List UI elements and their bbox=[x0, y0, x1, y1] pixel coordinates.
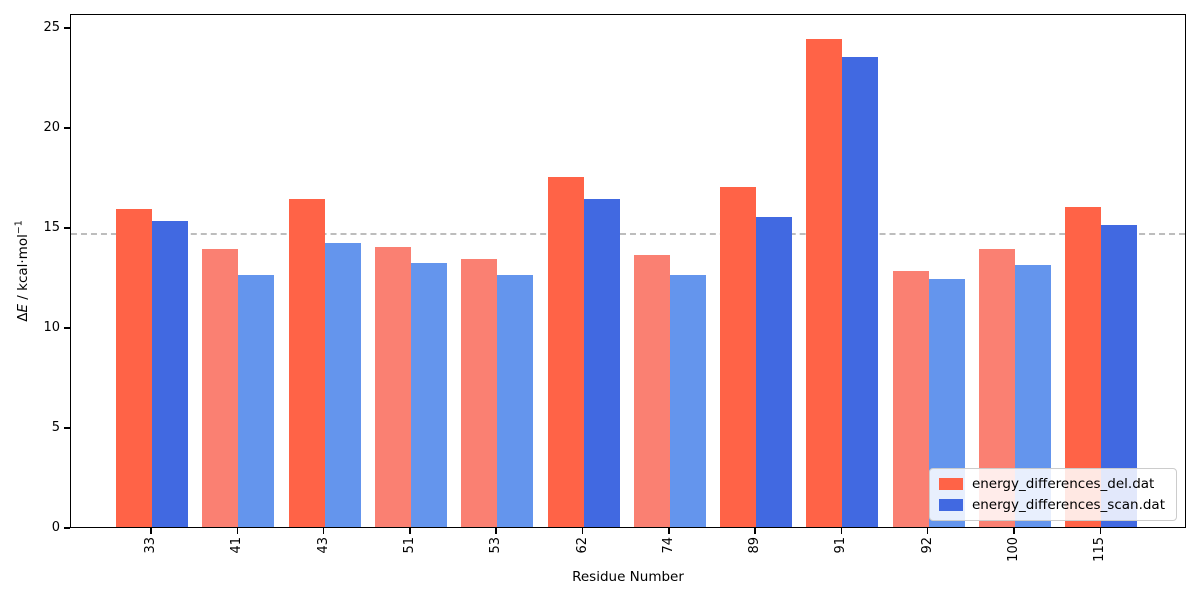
x-tick-mark-51 bbox=[409, 528, 411, 534]
x-tick-label-text-92: 92 bbox=[919, 537, 935, 554]
x-tick-label-text-43: 43 bbox=[315, 537, 331, 554]
bar-scan-91 bbox=[842, 57, 879, 527]
y-tick-mark-20 bbox=[64, 127, 70, 129]
x-tick-mark-62 bbox=[581, 528, 584, 534]
threshold-line bbox=[71, 233, 1185, 235]
y-tick-label-0: 0 bbox=[51, 520, 60, 535]
x-tick-mark-43 bbox=[322, 528, 325, 534]
x-tick-label-text-41: 41 bbox=[229, 537, 245, 554]
bar-del-51 bbox=[374, 247, 411, 527]
y-axis-label-unit: / kcal·mol bbox=[14, 234, 31, 304]
bar-scan-74 bbox=[669, 275, 706, 527]
y-tick-mark-25 bbox=[64, 27, 70, 29]
x-tick-mark-74 bbox=[668, 528, 670, 534]
x-tick-label-text-62: 62 bbox=[574, 537, 590, 554]
y-tick-label-25: 25 bbox=[43, 20, 60, 35]
x-tick-label-text-115: 115 bbox=[1092, 537, 1108, 562]
y-tick-mark-5 bbox=[64, 427, 70, 429]
x-axis-label: Residue Number bbox=[572, 569, 684, 585]
y-axis-label-variable: E bbox=[14, 304, 31, 313]
x-tick-mark-91 bbox=[840, 528, 843, 534]
x-tick-label-text-33: 33 bbox=[143, 537, 158, 554]
x-tick-label-text-89: 89 bbox=[747, 537, 763, 554]
legend-swatch-del bbox=[938, 478, 963, 490]
x-tick-mark-41 bbox=[236, 528, 239, 534]
legend-entry-scan: energy_differences_scan.dat bbox=[938, 497, 1165, 513]
bar-scan-89 bbox=[756, 217, 793, 527]
x-tick-mark-89 bbox=[754, 528, 756, 534]
x-tick-label-text-74: 74 bbox=[660, 537, 676, 554]
bar-scan-43 bbox=[324, 243, 361, 527]
x-tick-label-text-100: 100 bbox=[1006, 537, 1021, 562]
x-tick-label-text-53: 53 bbox=[488, 537, 504, 554]
legend-label-scan: energy_differences_scan.dat bbox=[971, 497, 1165, 513]
bar-del-62 bbox=[547, 177, 584, 527]
y-tick-label-10: 10 bbox=[43, 320, 60, 335]
x-tick-mark-92 bbox=[926, 528, 929, 534]
x-tick-label-text-51: 51 bbox=[401, 537, 417, 554]
y-tick-mark-10 bbox=[64, 327, 70, 329]
bar-scan-62 bbox=[583, 199, 620, 527]
bar-scan-53 bbox=[497, 275, 534, 527]
legend-swatch-scan bbox=[938, 499, 963, 511]
x-tick-mark-53 bbox=[495, 528, 497, 534]
y-tick-label-20: 20 bbox=[43, 120, 60, 135]
bar-del-92 bbox=[892, 271, 929, 527]
bar-del-91 bbox=[806, 39, 843, 527]
bars-layer bbox=[71, 15, 1185, 527]
y-tick-label-15: 15 bbox=[43, 220, 60, 235]
bar-scan-51 bbox=[410, 263, 447, 527]
x-tick-mark-33 bbox=[150, 528, 152, 534]
x-tick-mark-100 bbox=[1013, 528, 1015, 534]
bar-del-74 bbox=[633, 255, 670, 527]
legend-label-del: energy_differences_del.dat bbox=[971, 476, 1155, 492]
y-tick-mark-15 bbox=[64, 227, 70, 229]
y-tick-label-5: 5 bbox=[51, 420, 60, 435]
bar-del-33 bbox=[116, 209, 152, 527]
plot-area: energy_differences_del.dat energy_differ… bbox=[70, 14, 1186, 528]
legend: energy_differences_del.dat energy_differ… bbox=[928, 468, 1177, 521]
y-tick-mark-0 bbox=[64, 527, 70, 529]
bar-del-43 bbox=[288, 199, 325, 527]
x-tick-mark-115 bbox=[1099, 528, 1102, 534]
bar-scan-33 bbox=[152, 221, 188, 527]
bar-del-89 bbox=[720, 187, 757, 527]
legend-entry-del: energy_differences_del.dat bbox=[938, 476, 1165, 492]
x-tick-label-text-91: 91 bbox=[833, 537, 849, 554]
bar-del-41 bbox=[202, 249, 239, 527]
bar-scan-41 bbox=[238, 275, 275, 527]
bar-del-53 bbox=[461, 259, 498, 527]
